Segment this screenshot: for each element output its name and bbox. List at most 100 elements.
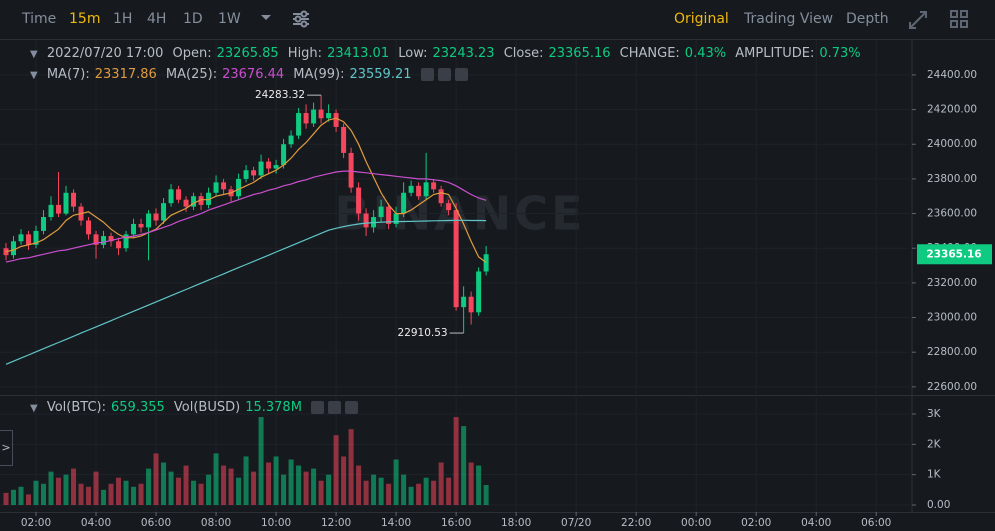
hide-icon[interactable]	[437, 68, 451, 81]
candle-body	[18, 234, 24, 242]
volume-info: ▼ Vol(BTC): 659.355 Vol(BUSD) 15.378M	[30, 400, 362, 415]
datetime: 2022/07/20 17:00	[46, 46, 164, 61]
legend-label: MA(25):	[165, 67, 218, 82]
candle-body	[258, 161, 264, 176]
view-button[interactable]: Original	[674, 11, 729, 27]
x-tick-label: 12:00	[321, 517, 351, 529]
value: 0.43%	[684, 46, 727, 61]
ma-line	[5, 117, 487, 263]
candle-body	[93, 234, 99, 245]
candle-body	[356, 187, 362, 214]
volume-bar	[438, 462, 444, 505]
volume-bar	[348, 429, 354, 505]
volume-bar	[153, 453, 159, 505]
view-button[interactable]: Trading View	[744, 11, 834, 27]
y-tick-label: 24000.00	[927, 138, 977, 150]
volume-bar	[258, 417, 264, 505]
volume-bar	[221, 465, 227, 505]
candle-body	[131, 223, 137, 235]
interval-button[interactable]: 1W	[218, 11, 241, 27]
x-tick-label: 02:00	[21, 517, 51, 529]
volume-bar	[183, 465, 189, 505]
label: AMPLITUDE:	[735, 46, 815, 61]
value: 0.73%	[819, 46, 861, 61]
candle-body	[168, 189, 174, 204]
settings-icon[interactable]	[420, 68, 434, 81]
label: Low:	[398, 46, 428, 61]
value: 659.355	[111, 400, 165, 415]
interval-button[interactable]: 1D	[183, 11, 203, 27]
volume-bar	[63, 474, 69, 505]
close-icon[interactable]	[345, 401, 359, 414]
volume-bar	[71, 468, 77, 505]
candle-body	[11, 241, 17, 256]
volume-bar	[198, 483, 204, 505]
legend-value: 23676.44	[222, 67, 285, 82]
legend-label: MA(99):	[293, 67, 345, 82]
candle-body	[71, 192, 77, 207]
price-tag-label: 23365.16	[926, 248, 981, 260]
y-tick-label: 22600.00	[927, 381, 977, 393]
candle-body	[386, 206, 392, 224]
legend-label: MA(7):	[46, 67, 90, 82]
volume-bar	[461, 426, 467, 505]
volume-bar	[56, 477, 62, 505]
candle-body	[468, 296, 474, 313]
view-button[interactable]: Depth	[846, 11, 889, 27]
volume-bar	[11, 489, 17, 505]
candle-body	[333, 113, 339, 127]
fullscreen-icon[interactable]	[908, 10, 928, 30]
candle-body	[431, 182, 437, 190]
volume-bar	[273, 456, 279, 505]
y-tick-label: 1K	[927, 469, 942, 481]
expand-button[interactable]: >	[0, 430, 13, 466]
candle-body	[48, 204, 54, 218]
y-tick-label: 23800.00	[927, 173, 977, 185]
volume-bar	[333, 435, 339, 505]
volume-bar	[146, 468, 152, 505]
x-tick-label: 04:00	[801, 517, 831, 529]
price-tag	[917, 244, 992, 265]
x-tick-label: 10:00	[261, 517, 291, 529]
interval-button[interactable]: 1H	[113, 11, 133, 27]
volume-bar	[116, 477, 122, 505]
volume-bar	[378, 477, 384, 505]
volume-bar	[446, 477, 452, 505]
volume-bar	[161, 462, 167, 505]
dropdown-icon[interactable]	[260, 12, 272, 24]
collapse-icon[interactable]: ▼	[30, 70, 38, 81]
candle-body	[33, 230, 39, 245]
volume-bar	[326, 474, 332, 505]
candle-body	[296, 113, 302, 136]
interval-button[interactable]: 15m	[69, 11, 101, 27]
candle-body	[408, 185, 414, 193]
interval-button[interactable]: 4H	[147, 11, 167, 27]
candle-body	[348, 152, 354, 188]
volume-bar	[176, 477, 182, 505]
volume-bar	[453, 417, 459, 505]
volume-bar	[138, 483, 144, 505]
label: Open:	[172, 46, 212, 61]
x-tick-label: 22:00	[621, 517, 651, 529]
candle-body	[146, 213, 152, 228]
candle-body	[101, 236, 107, 245]
label: Close:	[503, 46, 544, 61]
candle-body	[326, 113, 332, 119]
candle-body	[476, 271, 482, 313]
close-icon[interactable]	[454, 68, 468, 81]
candle-body	[318, 109, 324, 119]
collapse-icon[interactable]: ▼	[30, 49, 38, 60]
candle-body	[453, 210, 459, 308]
x-tick-label: 14:00	[381, 517, 411, 529]
volume-bar	[356, 465, 362, 505]
volume-bar	[266, 462, 272, 505]
label: Vol(BTC):	[46, 400, 106, 415]
low-label: 22910.53	[398, 327, 448, 339]
settings-icon[interactable]	[311, 401, 325, 414]
layout-icon[interactable]	[950, 10, 968, 28]
candle-body	[243, 170, 249, 179]
settings-icon[interactable]	[292, 10, 310, 28]
candle-body	[63, 192, 69, 214]
collapse-icon[interactable]: ▼	[30, 403, 38, 414]
hide-icon[interactable]	[328, 401, 342, 414]
